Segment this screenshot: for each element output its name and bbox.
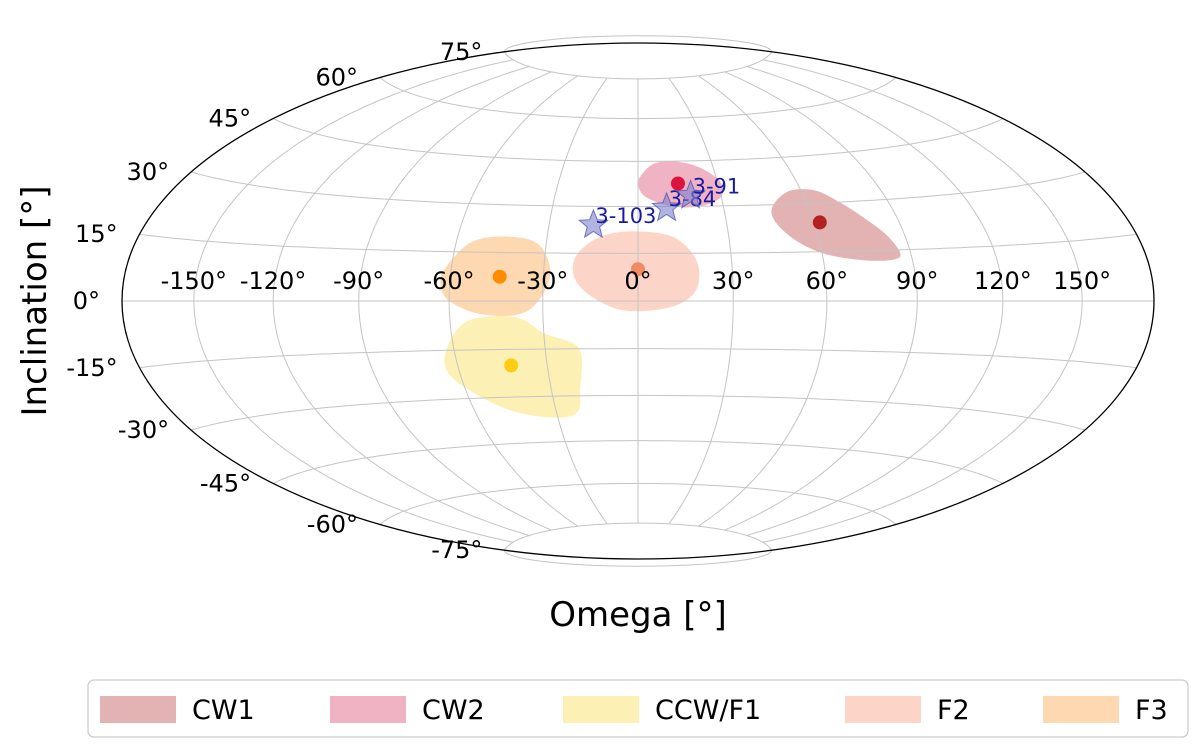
x-tick-label: -90° — [333, 267, 384, 295]
legend: CW1 CW2 CCW/F1 F2 F3 — [87, 679, 1189, 738]
y-tick-label: -60° — [307, 510, 358, 538]
x-axis-label: Omega [°] — [549, 595, 727, 635]
region-cw1 — [771, 189, 901, 261]
y-tick-label: -15° — [66, 354, 117, 382]
grid-meridian — [272, 66, 530, 536]
grid-meridian — [542, 77, 608, 525]
x-tick-label: 30° — [712, 267, 755, 295]
grid-meridian — [193, 59, 514, 543]
legend-label-cw2: CW2 — [422, 695, 485, 726]
grid-layer — [122, 35, 1154, 567]
plot-boundary — [121, 42, 1155, 560]
y-axis-label: Inclination [°] — [15, 185, 55, 416]
grid-meridian — [668, 77, 734, 525]
legend-swatch-cw2 — [330, 696, 406, 723]
centers-layer — [492, 176, 827, 373]
center-point-f3 — [492, 269, 507, 284]
ticks-layer: -150° -120° -90° -60° -30° 0° 30° 60° 90° 120° 150… — [66, 38, 1111, 564]
center-point-ccw-f1 — [504, 358, 519, 373]
grid-meridian — [448, 75, 578, 527]
y-tick-label: 15° — [75, 220, 118, 248]
x-tick-label: -150° — [161, 267, 227, 295]
x-tick-label: 0° — [624, 267, 651, 295]
x-tick-label: -30° — [517, 267, 568, 295]
y-tick-label: 60° — [315, 64, 358, 92]
x-tick-label: 150° — [1053, 267, 1111, 295]
y-tick-label: -30° — [118, 416, 169, 444]
x-tick-label: 90° — [896, 267, 939, 295]
y-tick-label: 75° — [440, 38, 483, 66]
center-point-f2 — [631, 262, 645, 277]
grid-meridian — [746, 66, 1004, 536]
y-tick-label: 0° — [73, 287, 100, 315]
y-tick-label: -75° — [431, 536, 482, 564]
grid-meridian — [698, 75, 828, 527]
legend-label-cw1: CW1 — [192, 695, 255, 726]
star-label: 3-103 — [595, 204, 656, 228]
star-label: 3-91 — [693, 175, 741, 199]
star-marker — [651, 191, 683, 222]
x-tick-label: 120° — [974, 267, 1032, 295]
center-point-cw1 — [812, 215, 827, 230]
legend-swatch-f2 — [845, 696, 921, 723]
grid-meridian — [762, 59, 1083, 543]
legend-swatch-cw1 — [100, 696, 176, 723]
grid-meridian — [724, 71, 918, 531]
x-tick-label: -120° — [240, 267, 306, 295]
x-tick-label: 60° — [806, 267, 849, 295]
grid-cap-bottom — [503, 550, 773, 567]
y-tick-label: 45° — [209, 105, 252, 133]
x-tick-label: -60° — [423, 267, 474, 295]
y-tick-label: 30° — [127, 158, 170, 186]
legend-swatch-f3 — [1043, 696, 1119, 723]
legend-label-f2: F2 — [937, 695, 970, 726]
star-marker — [577, 208, 609, 239]
grid-cap-top — [503, 35, 773, 52]
y-tick-label: -45° — [200, 469, 251, 497]
legend-swatch-ccw-f1 — [563, 696, 639, 723]
legend-label-f3: F3 — [1135, 695, 1168, 726]
star-marker — [674, 179, 707, 209]
grid-meridian — [358, 71, 552, 531]
legend-label-ccw-f1: CCW/F1 — [655, 695, 761, 726]
center-point-cw2 — [671, 176, 685, 191]
